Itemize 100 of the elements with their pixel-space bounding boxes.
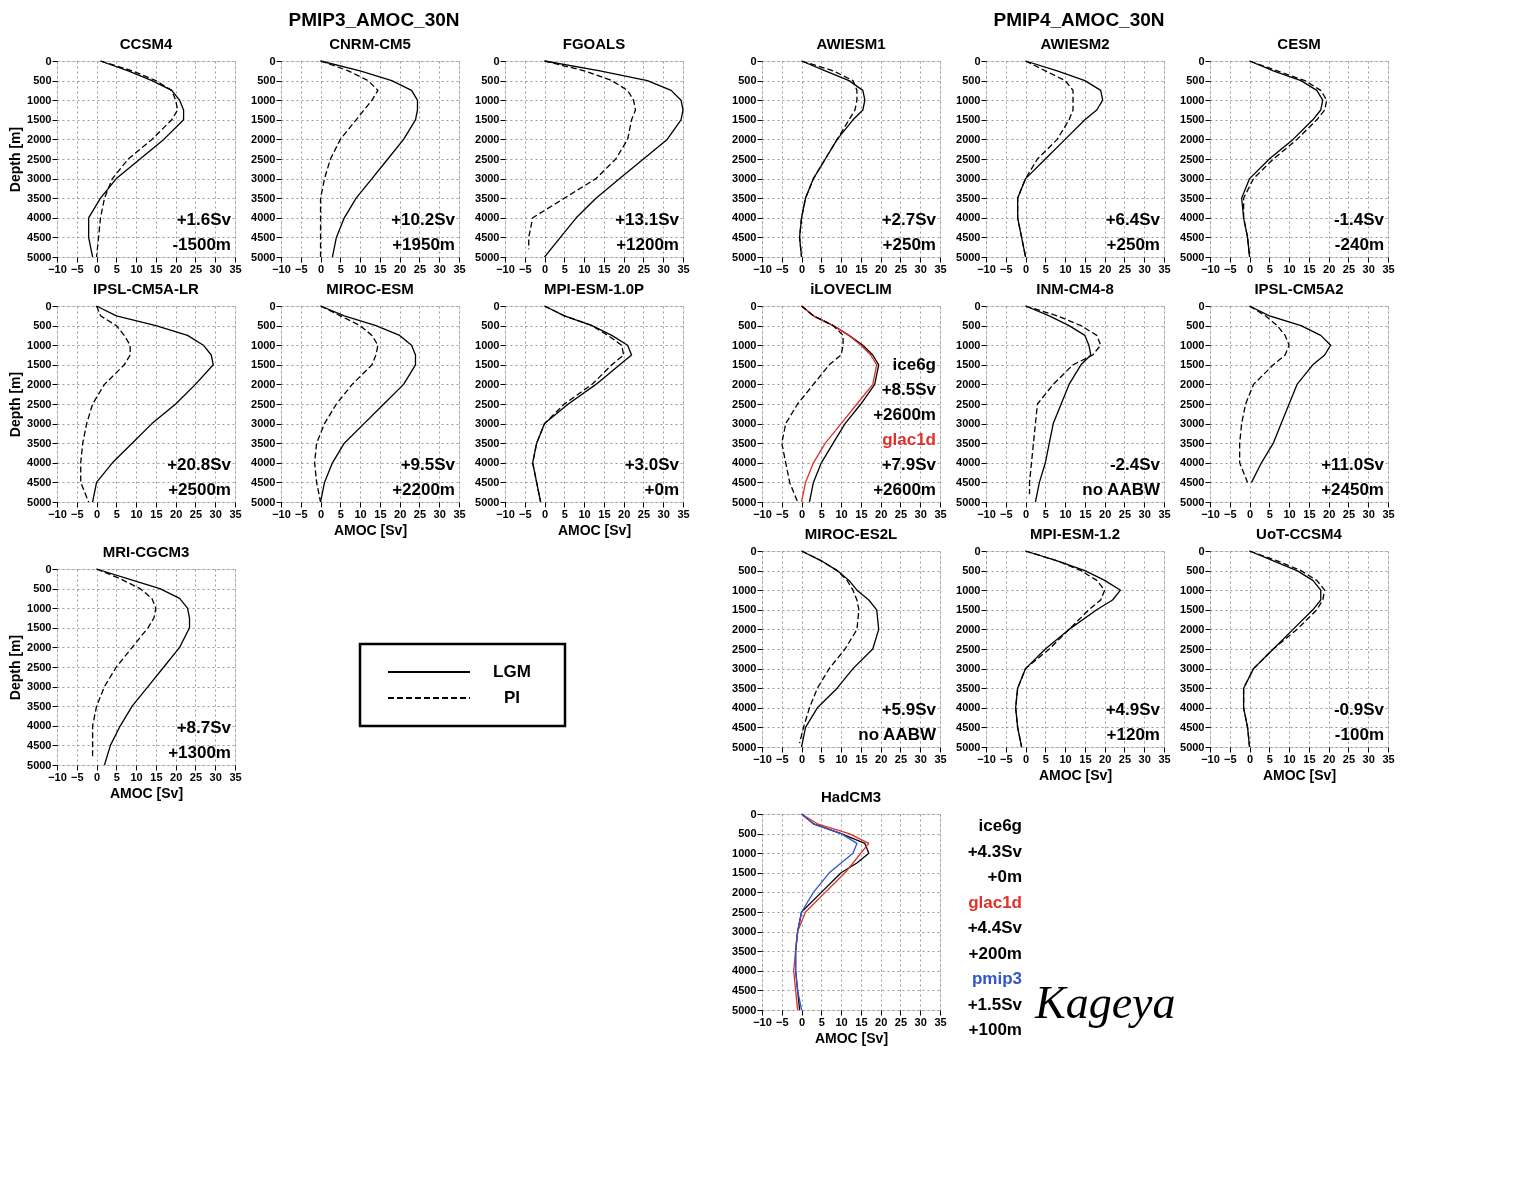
- y-tick-label: 3500: [732, 436, 757, 449]
- y-tick-label: 4500: [27, 738, 52, 751]
- y-tick-label: 1500: [27, 621, 52, 634]
- y-tick-label: 2500: [27, 152, 52, 165]
- x-tick-label: 20: [618, 262, 631, 275]
- x-tick-label: −5: [295, 262, 308, 275]
- y-tick-label: 2500: [475, 397, 500, 410]
- y-tick-label: 1000: [956, 93, 981, 106]
- y-tick-label: 3500: [1180, 436, 1205, 449]
- y-tick-label: 0: [974, 544, 981, 557]
- x-tick-label: −10: [977, 507, 996, 520]
- y-tick-label: 2500: [475, 152, 500, 165]
- x-tick-label: 30: [914, 507, 927, 520]
- y-tick-label: 3000: [956, 417, 981, 430]
- y-tick-label: 3000: [251, 172, 276, 185]
- text: PMIP3_AMOC_30N: [288, 9, 460, 30]
- y-tick-label: 3000: [732, 662, 757, 675]
- legend-label: LGM: [493, 662, 531, 681]
- y-tick-label: 500: [33, 74, 52, 87]
- y-tick-label: 1000: [251, 93, 276, 106]
- x-tick-label: −5: [1224, 262, 1237, 275]
- x-tick-label: 30: [914, 1015, 927, 1028]
- x-tick-label: 5: [818, 752, 825, 765]
- x-tick-label: 20: [1323, 262, 1336, 275]
- y-tick-label: 3000: [956, 172, 981, 185]
- y-tick-label: 4000: [475, 456, 500, 469]
- x-tick-label: −10: [753, 262, 772, 275]
- y-tick-label: 1500: [956, 358, 981, 371]
- y-tick-label: 2500: [956, 152, 981, 165]
- x-tick-label: −5: [71, 507, 84, 520]
- chart-title: MPI-ESM-1.0P: [543, 280, 645, 297]
- x-tick-label: 30: [1138, 507, 1151, 520]
- y-tick-label: 5000: [956, 740, 981, 753]
- annotation: +3.0Sv: [624, 455, 680, 474]
- annotation: +1.6Sv: [176, 210, 232, 229]
- x-tick-label: 35: [934, 752, 947, 765]
- y-tick-label: 1000: [956, 583, 981, 596]
- x-tick-label: −10: [272, 262, 291, 275]
- annotation: -240m: [1334, 235, 1384, 254]
- x-tick-label: 20: [618, 507, 631, 520]
- y-tick-label: 1000: [956, 338, 981, 351]
- annotation: +2600m: [873, 405, 936, 424]
- text: +4.3Sv: [967, 841, 1023, 861]
- y-tick-label: 2500: [1180, 642, 1205, 655]
- x-tick-label: 0: [798, 507, 806, 520]
- y-tick-label: 0: [1198, 54, 1205, 67]
- x-tick-label: 35: [934, 507, 947, 520]
- x-tick-label: 25: [189, 262, 203, 275]
- x-tick-label: 35: [677, 262, 690, 275]
- text: glac1d: [968, 892, 1022, 912]
- x-tick-label: 25: [1342, 262, 1356, 275]
- y-tick-label: 1500: [475, 358, 500, 371]
- y-tick-label: 1000: [27, 93, 52, 106]
- y-tick-label: 500: [738, 319, 757, 332]
- y-tick-label: 500: [1186, 74, 1205, 87]
- x-tick-label: −5: [71, 262, 84, 275]
- x-tick-label: −5: [776, 752, 789, 765]
- y-tick-label: 2500: [27, 397, 52, 410]
- y-tick-label: 3000: [1180, 662, 1205, 675]
- x-tick-label: 15: [855, 262, 868, 275]
- x-tick-label: 0: [798, 1015, 806, 1028]
- y-tick-label: 5000: [27, 495, 52, 508]
- chart-title: FGOALS: [562, 35, 626, 52]
- y-tick-label: 5000: [732, 495, 757, 508]
- y-tick-label: 4500: [956, 230, 981, 243]
- x-tick-label: 0: [1022, 262, 1030, 275]
- x-tick-label: 15: [598, 262, 611, 275]
- annotation: +4.9Sv: [1105, 700, 1161, 719]
- y-tick-label: 3000: [732, 417, 757, 430]
- y-tick-label: 3000: [1180, 417, 1205, 430]
- x-tick-label: 0: [1246, 752, 1254, 765]
- y-tick-label: 0: [974, 54, 981, 67]
- y-tick-label: 3000: [27, 417, 52, 430]
- annotation: -1500m: [172, 235, 231, 254]
- y-tick-label: 3500: [956, 681, 981, 694]
- y-tick-label: 5000: [732, 740, 757, 753]
- x-tick-label: 5: [1042, 752, 1049, 765]
- x-tick-label: 25: [413, 262, 427, 275]
- x-tick-label: 20: [875, 752, 888, 765]
- y-tick-label: 500: [962, 74, 981, 87]
- y-tick-label: 4000: [27, 719, 52, 732]
- x-tick-label: 35: [1382, 752, 1395, 765]
- y-tick-label: 2000: [475, 132, 500, 145]
- x-tick-label: 30: [1138, 262, 1151, 275]
- y-tick-label: 3000: [27, 172, 52, 185]
- y-tick-label: 4000: [475, 211, 500, 224]
- x-tick-label: 35: [453, 262, 466, 275]
- annotation: +250m: [1106, 235, 1160, 254]
- y-tick-label: 3500: [251, 191, 276, 204]
- x-tick-label: −10: [977, 262, 996, 275]
- y-tick-label: 4000: [956, 456, 981, 469]
- x-tick-label: 30: [914, 262, 927, 275]
- y-tick-label: 4000: [956, 211, 981, 224]
- y-tick-label: 4000: [956, 701, 981, 714]
- annotation: +11.0Sv: [1321, 455, 1385, 474]
- x-tick-label: −5: [1000, 507, 1013, 520]
- x-tick-label: 5: [561, 507, 568, 520]
- x-tick-label: 5: [1266, 752, 1273, 765]
- x-tick-label: 30: [657, 507, 670, 520]
- annotation: +2500m: [168, 480, 231, 499]
